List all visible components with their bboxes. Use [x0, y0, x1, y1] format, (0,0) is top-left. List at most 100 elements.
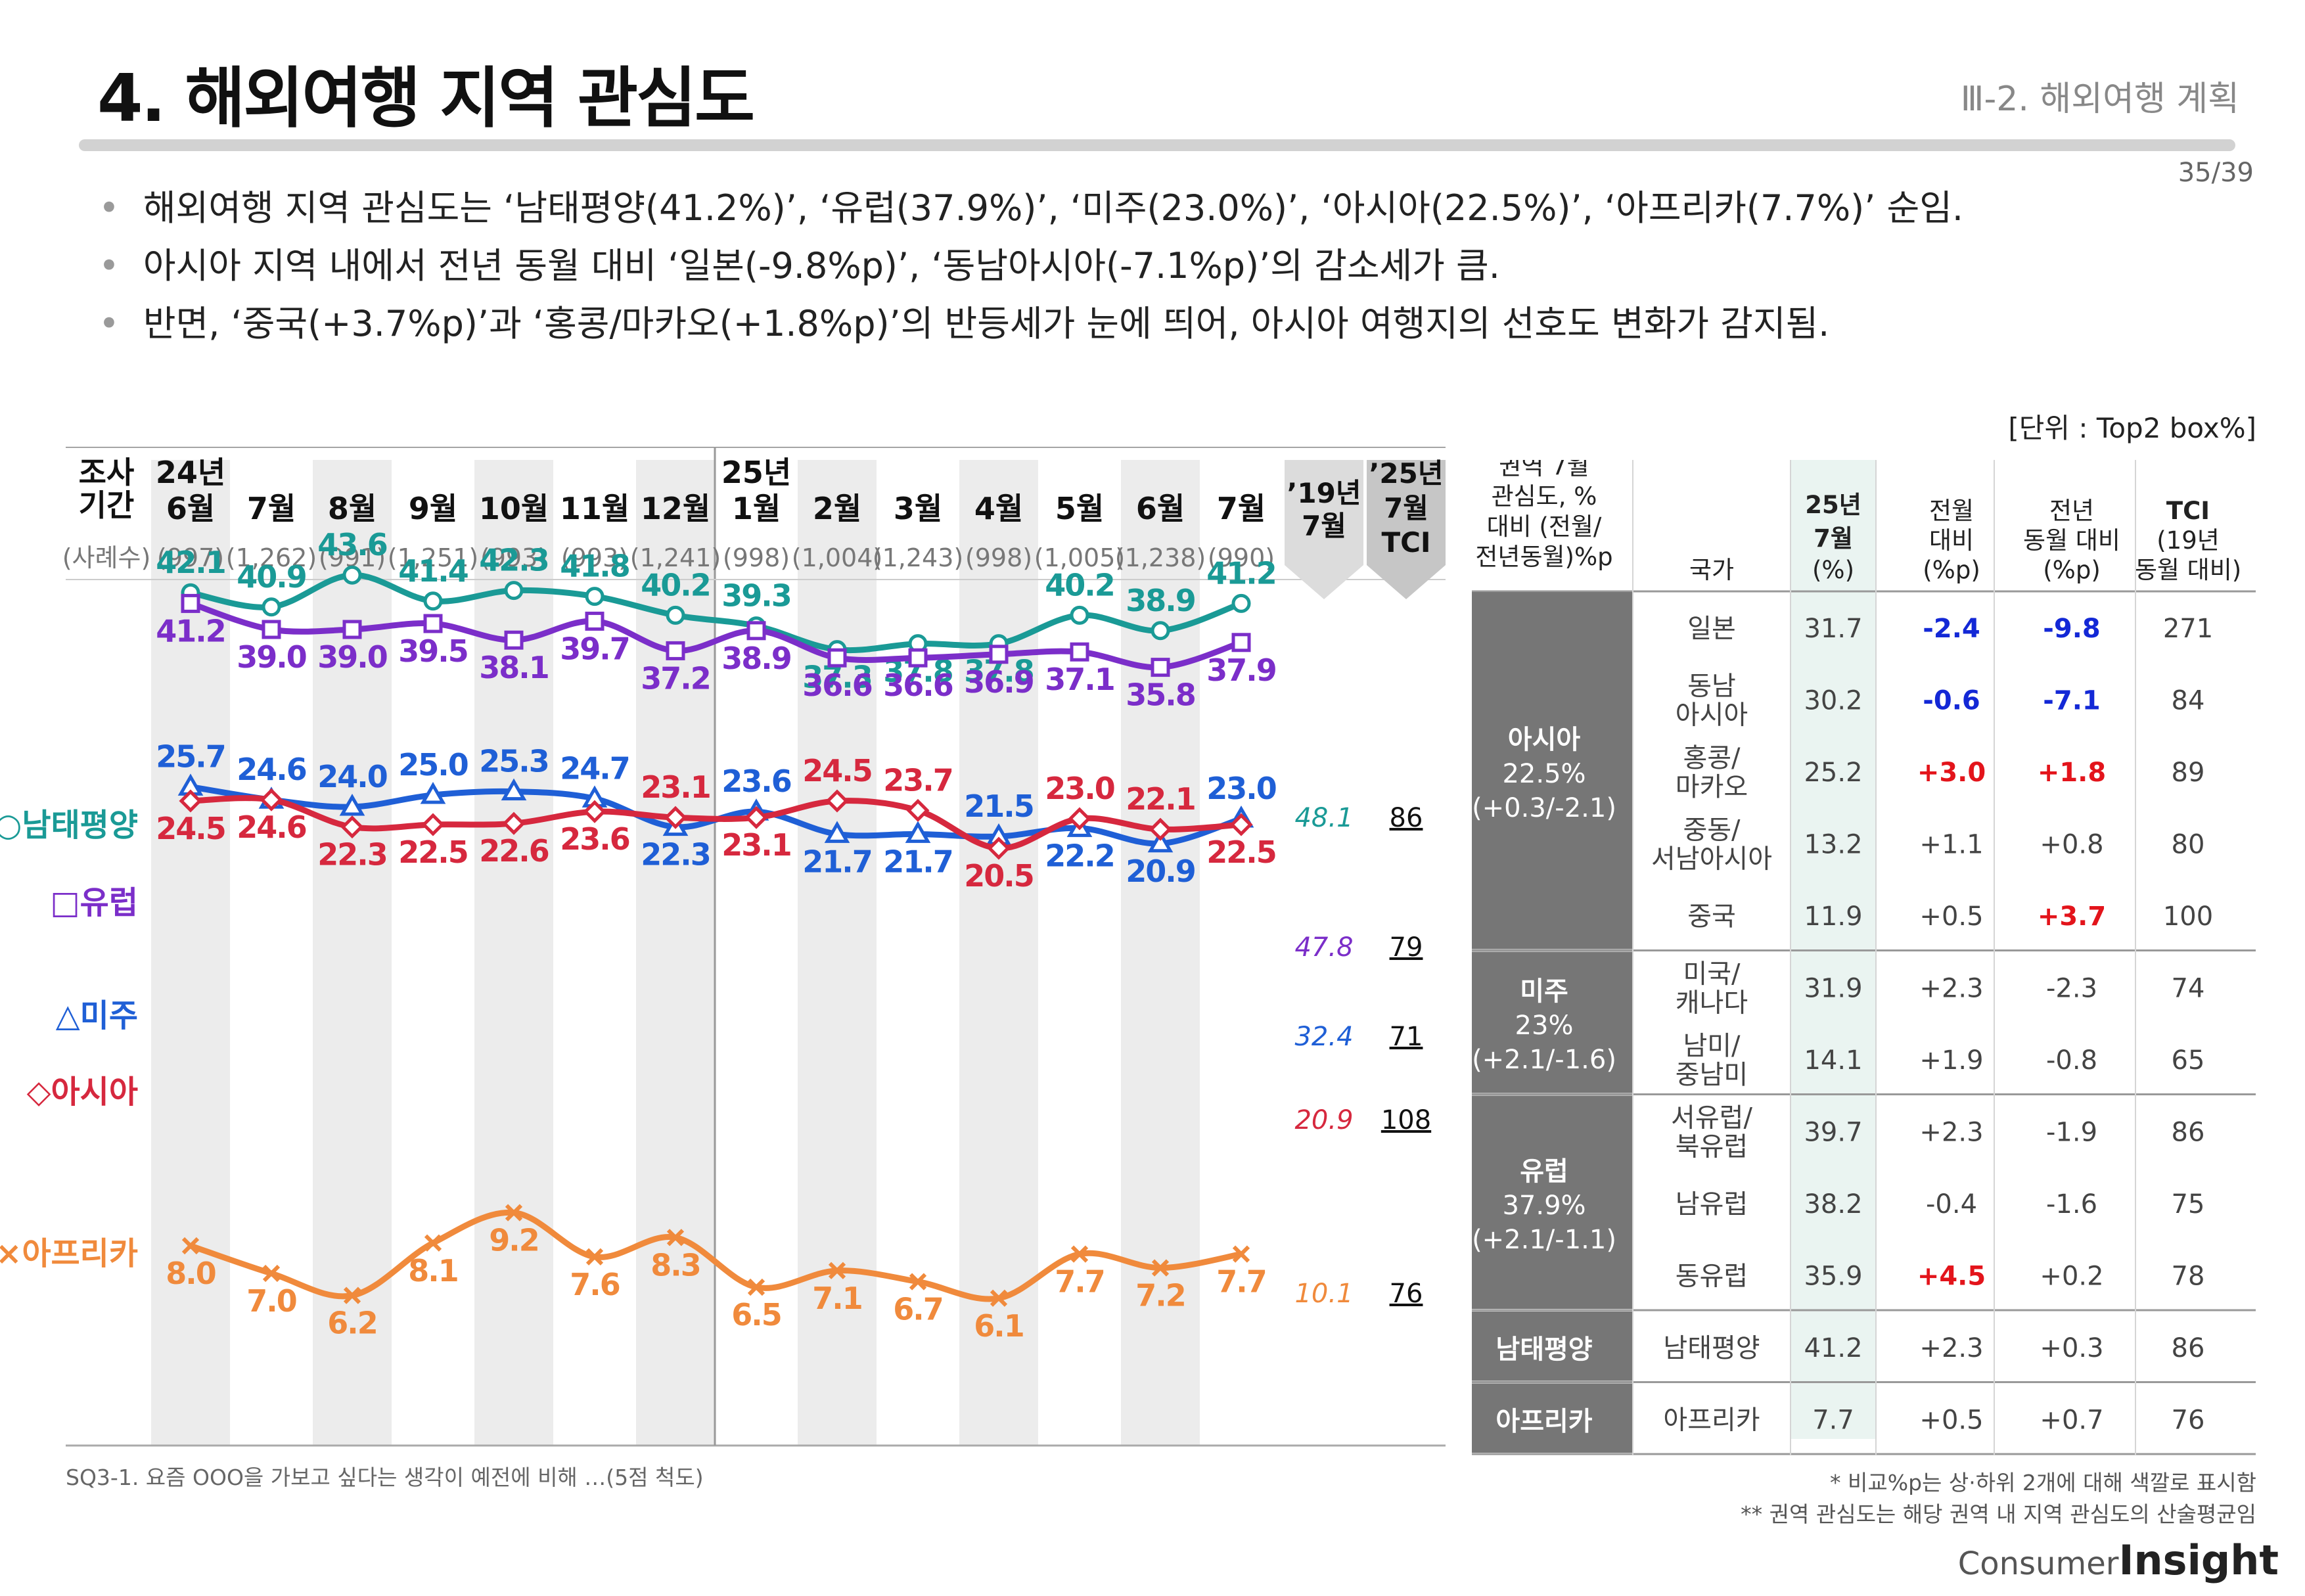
table-header: (%) — [1812, 556, 1854, 584]
data-point — [1232, 1245, 1250, 1263]
period-year-label: 24년 — [156, 455, 225, 490]
country-name: 서유럽/ — [1671, 1103, 1752, 1133]
sample-size: (993) — [480, 543, 547, 572]
period-month-label: 1월 — [732, 491, 781, 526]
period-month-label: 2월 — [813, 491, 861, 526]
data-label: 21.7 — [883, 844, 953, 879]
country-name: 동남 — [1687, 671, 1736, 701]
data-point — [746, 621, 766, 641]
data-label: 41.2 — [1206, 555, 1276, 591]
sample-size: (997) — [157, 543, 224, 572]
data-label: 37.2 — [641, 660, 710, 696]
data-label: 8.3 — [650, 1247, 700, 1283]
table-header: 동월 대비 — [2023, 526, 2120, 555]
note-region-average: ** 권역 관심도는 해당 권역 내 지역 관심도의 산술평균임 — [1741, 1501, 2256, 1527]
period-month-label: 8월 — [328, 491, 377, 526]
region-label: 37.9% — [1502, 1191, 1586, 1221]
data-label: 23.7 — [883, 762, 953, 798]
sample-size: (1,238) — [1115, 543, 1206, 572]
data-point — [502, 811, 526, 835]
data-label: 25.0 — [398, 747, 468, 783]
period-month-label: 4월 — [974, 491, 1023, 526]
data-label: 36.6 — [883, 668, 953, 703]
data-point — [990, 1289, 1008, 1307]
page-number: 35/39 — [2178, 158, 2254, 188]
data-label: 23.1 — [721, 827, 791, 863]
period-month-label: 6월 — [1136, 491, 1185, 526]
mom-change: +0.5 — [1919, 1405, 1983, 1435]
period-month-label: 5월 — [1055, 491, 1104, 526]
mom-change: -0.4 — [1926, 1189, 1977, 1220]
data-label: 23.0 — [1206, 771, 1276, 806]
table-header: 관심도, % — [1492, 482, 1597, 511]
data-label: 24.5 — [156, 811, 225, 846]
series-legend-label: ×아프리카 — [0, 1235, 138, 1272]
header-label: 조사 — [79, 455, 135, 490]
tci-value: 65 — [2172, 1045, 2205, 1076]
country-name: 아시아 — [1676, 700, 1748, 730]
data-point — [1151, 621, 1170, 641]
data-point — [504, 581, 524, 601]
series-legend-label: ◇아시아 — [27, 1074, 138, 1110]
ref19-value: 10.1 — [1294, 1279, 1353, 1309]
data-point — [1231, 593, 1251, 613]
country-name: 남태평양 — [1663, 1333, 1760, 1363]
tci-value: 76 — [1390, 1279, 1423, 1309]
ref19-value: 48.1 — [1294, 803, 1353, 833]
share-value: 35.9 — [1804, 1261, 1862, 1291]
country-name: 북유럽 — [1676, 1131, 1748, 1162]
data-point — [342, 565, 362, 585]
table-header: 전년 — [2049, 497, 2094, 525]
mom-change: +1.9 — [1919, 1045, 1983, 1076]
country-name: 중국 — [1687, 901, 1736, 932]
yoy-change: +0.7 — [2040, 1405, 2103, 1435]
yoy-change: -9.8 — [2043, 614, 2100, 644]
yoy-change: -1.6 — [2046, 1189, 2097, 1220]
data-label: 36.6 — [802, 668, 872, 703]
share-value: 13.2 — [1804, 829, 1862, 859]
tci-value: 86 — [1390, 803, 1423, 833]
region-label: 아시아 — [1508, 725, 1581, 755]
tci-value: 89 — [2172, 758, 2205, 788]
period-month-label: 12월 — [641, 491, 710, 526]
data-point — [1229, 813, 1253, 836]
data-label: 24.6 — [237, 809, 306, 845]
ref19-value: 20.9 — [1294, 1105, 1353, 1135]
data-label: 22.5 — [398, 834, 468, 870]
table-header: 전월 — [1929, 497, 1974, 525]
region-label: (+2.1/-1.6) — [1472, 1045, 1616, 1075]
tci-value: 108 — [1381, 1105, 1431, 1135]
region-label: 23% — [1515, 1011, 1574, 1041]
series-legend-label: △미주 — [56, 997, 138, 1034]
page-title: 4. 해외여행 지역 관심도 — [97, 60, 755, 137]
region-cell — [1472, 592, 1633, 949]
tci-value: 71 — [1390, 1022, 1423, 1052]
region-label: 미주 — [1520, 976, 1568, 1007]
region-cell — [1472, 951, 1633, 1093]
data-label: 43.6 — [317, 527, 387, 562]
data-point — [260, 788, 283, 811]
data-label: 42.1 — [156, 545, 225, 580]
data-label: 35.8 — [1126, 677, 1195, 713]
country-name: 미국/ — [1683, 959, 1741, 989]
data-point — [1231, 633, 1251, 652]
sample-size: (1,243) — [873, 543, 963, 572]
data-label: 25.3 — [479, 744, 549, 779]
bullet-item: • 해외여행 지역 관심도는 ‘남태평양(41.2%)’, ‘유럽(37.9%)’… — [99, 187, 1964, 229]
data-point — [828, 1262, 846, 1279]
mom-change: +1.1 — [1919, 829, 1983, 859]
share-value: 14.1 — [1804, 1045, 1862, 1076]
share-value: 7.7 — [1812, 1405, 1854, 1435]
region-label: 아프리카 — [1495, 1406, 1592, 1436]
period-month-label: 11월 — [560, 491, 629, 526]
data-point — [424, 1234, 442, 1252]
data-point — [664, 806, 687, 829]
tci-header-bg — [1367, 460, 1446, 599]
trend-line-chart: 조사기간(사례수)24년6월(997)7월(1,262)8월(991)9월(1,… — [0, 447, 1446, 1447]
data-point — [1151, 1259, 1170, 1277]
share-value: 30.2 — [1804, 685, 1862, 716]
yoy-change: -7.1 — [2043, 685, 2100, 716]
bullet-item: • 반면, ‘중국(+3.7%p)’과 ‘홍콩/마카오(+1.8%p)’의 반등세… — [99, 303, 1830, 344]
yoy-change: -2.3 — [2046, 973, 2097, 1003]
period-month-label: 7월 — [1217, 491, 1266, 526]
